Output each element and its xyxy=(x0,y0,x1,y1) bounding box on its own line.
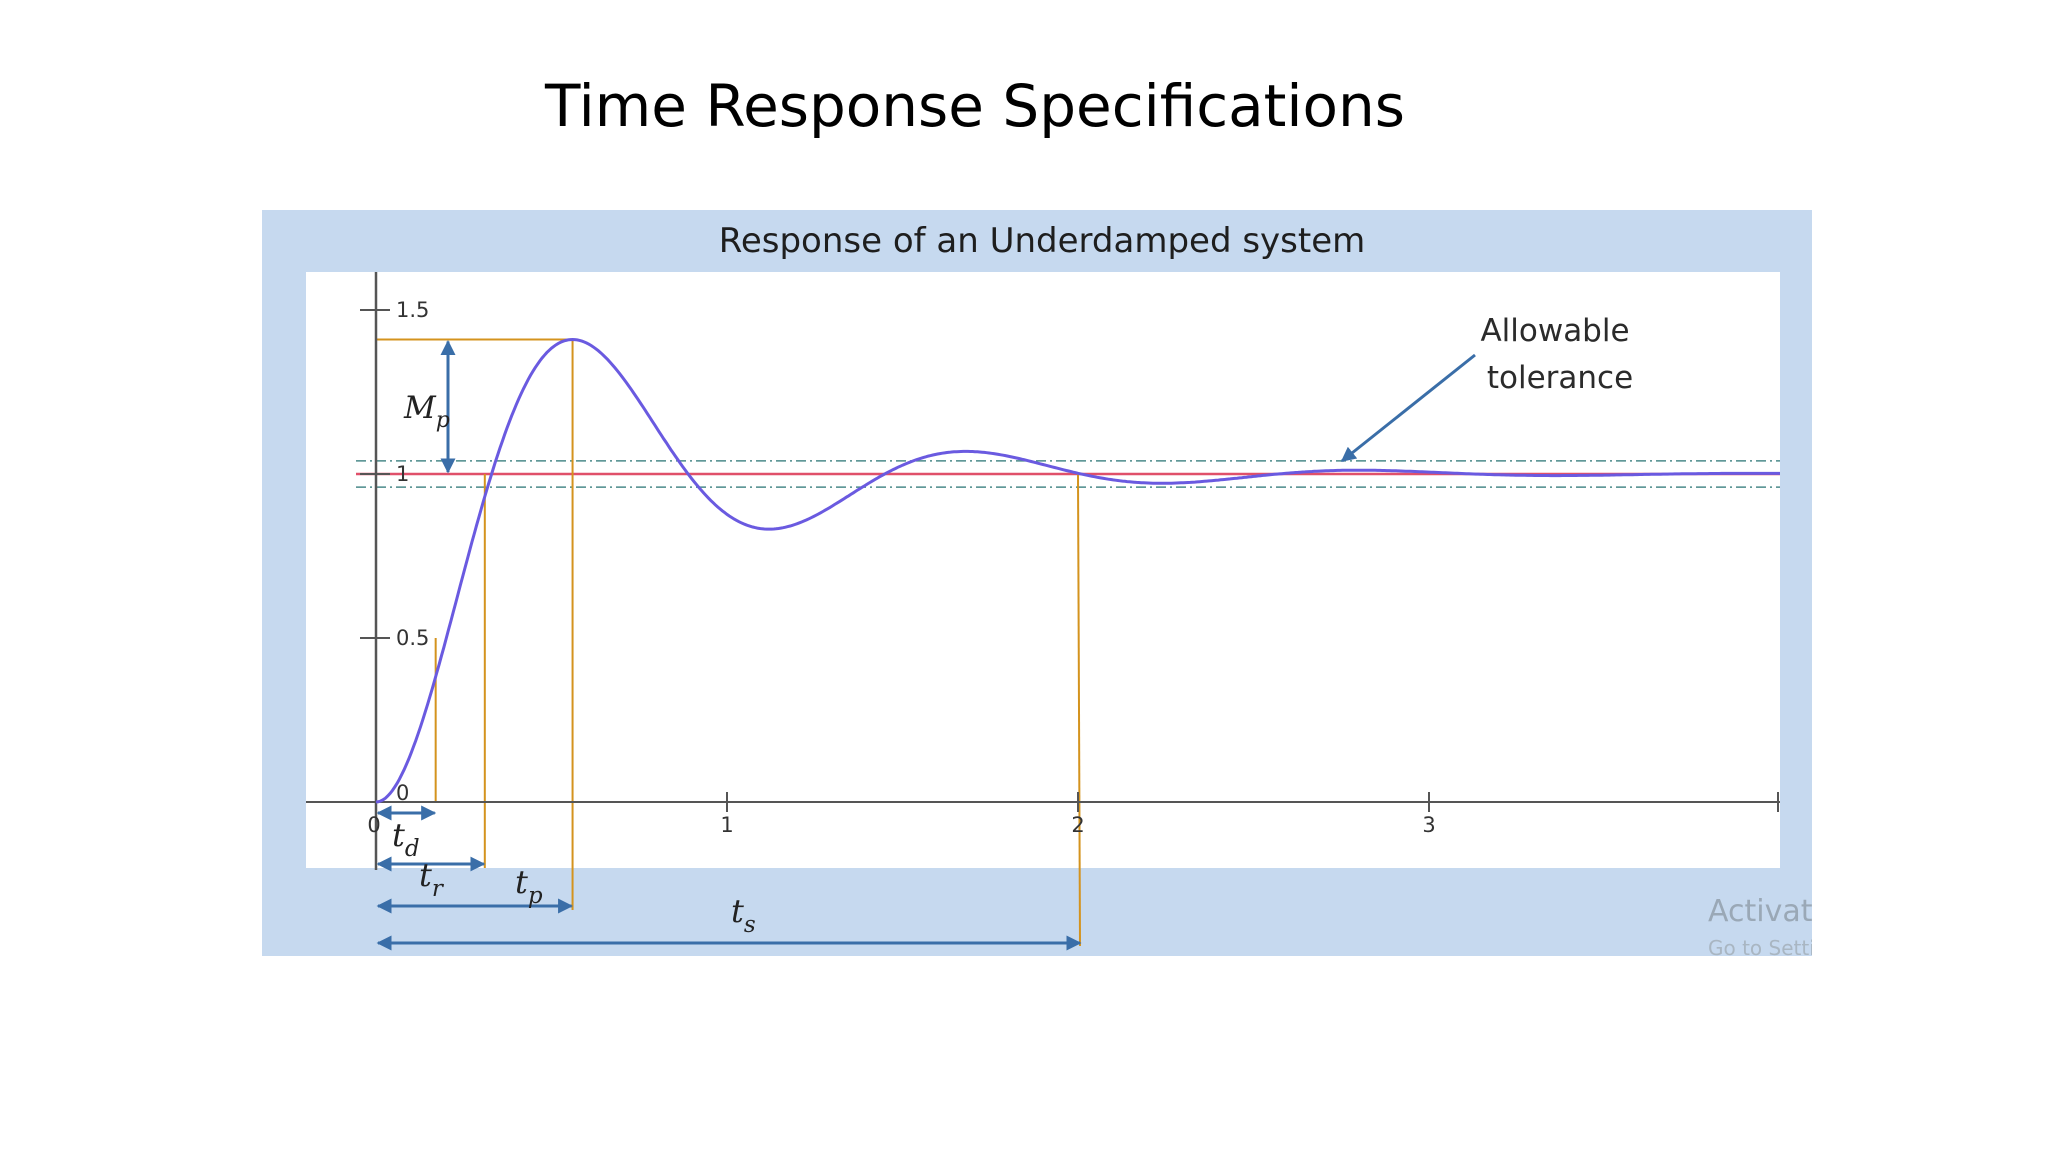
x-tick-label: 2 xyxy=(1071,813,1084,837)
mp-label-subscript: p xyxy=(436,408,450,433)
response-curve xyxy=(375,337,1780,804)
chart-title: Response of an Underdamped system xyxy=(719,221,1366,261)
plot-area xyxy=(306,272,1780,868)
ticks: 0 1 2 3 0 0.5 1 1.5 xyxy=(360,298,1436,837)
td-label-base: t xyxy=(392,816,405,854)
axes xyxy=(306,272,1780,870)
x-tick-label: 0 xyxy=(367,813,380,837)
y-tick-label: 1 xyxy=(396,462,409,486)
x-tick-label: 1 xyxy=(720,813,733,837)
ts-label: ts xyxy=(731,892,756,938)
tr-label: tr xyxy=(419,856,445,902)
watermark-line-1: Activate xyxy=(1708,894,1831,929)
tr-label-base: t xyxy=(419,856,432,894)
annotation-line-1: Allowable xyxy=(1480,313,1629,349)
tp-label-base: t xyxy=(515,863,528,901)
mp-label-base: M xyxy=(403,390,437,426)
mp-label: Mp xyxy=(403,390,450,433)
td-label: td xyxy=(392,816,420,862)
annotation-arrow xyxy=(1340,353,1476,463)
x-tick-label: 3 xyxy=(1422,813,1435,837)
tp-label-subscript: p xyxy=(528,883,543,909)
tp-label: tp xyxy=(515,863,543,909)
y-tick-label: 0.5 xyxy=(396,626,429,650)
ts-guide-line xyxy=(1077,473,1081,947)
ts-label-subscript: s xyxy=(744,912,756,938)
watermark-line-2: Go to Settings xyxy=(1708,936,1851,960)
curve-layer xyxy=(375,337,1780,804)
y-tick-label: 1.5 xyxy=(396,298,429,322)
dimension-arrows xyxy=(376,340,1082,951)
ts-label-base: t xyxy=(731,892,744,930)
slide-title: Time Response Specifications xyxy=(545,72,1405,140)
tr-label-subscript: r xyxy=(432,876,445,902)
y-tick-label: 0 xyxy=(396,781,409,805)
td-label-subscript: d xyxy=(405,836,420,862)
annotation-line-2: tolerance xyxy=(1487,360,1633,396)
